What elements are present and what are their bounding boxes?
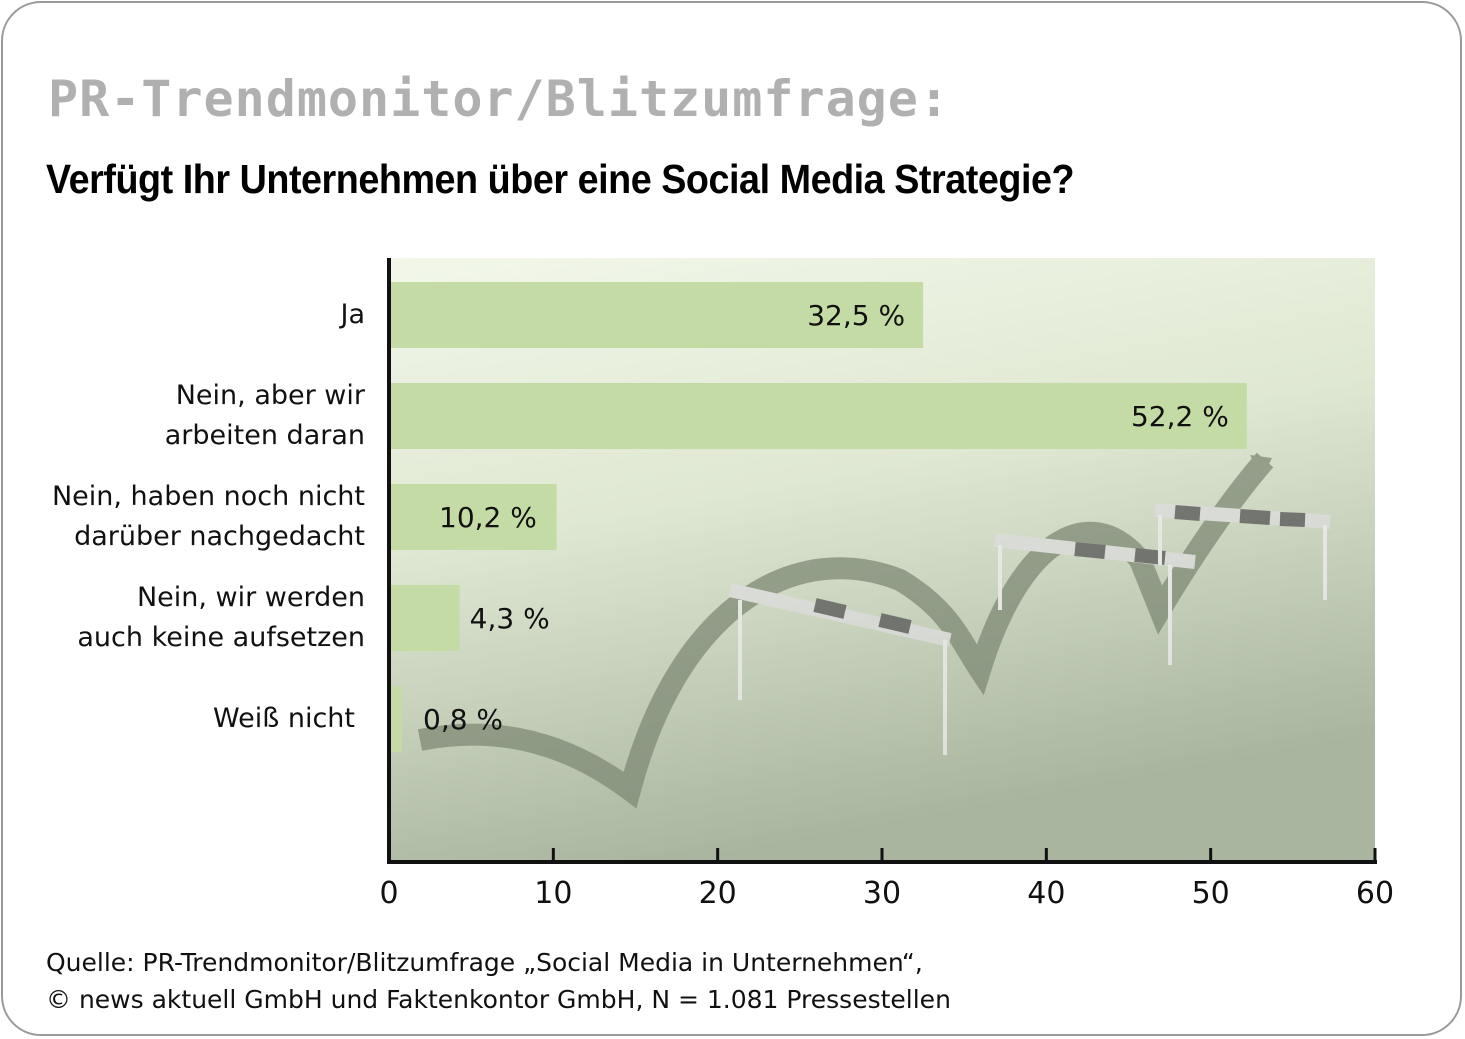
bar <box>389 383 1247 449</box>
chart-title: Verfügt Ihr Unternehmen über eine Social… <box>46 156 1075 202</box>
data-label: 4,3 % <box>470 602 550 635</box>
supertitle: PR-Trendmonitor/Blitzumfrage: <box>48 70 950 128</box>
x-tick-label: 60 <box>1356 876 1394 911</box>
category-label: Nein, wir werden auch keine aufsetzen <box>77 582 365 653</box>
data-label: 0,8 % <box>423 703 503 736</box>
x-tick-label: 20 <box>699 876 737 911</box>
category-label: Nein, aber wir arbeiten daran <box>164 380 365 451</box>
x-tick-label: 0 <box>379 876 398 911</box>
x-tick-label: 10 <box>534 876 572 911</box>
data-label: 52,2 % <box>1131 400 1229 433</box>
data-label: 32,5 % <box>807 299 905 332</box>
plot-background <box>389 258 1375 862</box>
bar <box>389 585 460 651</box>
hurdle-illustration <box>417 452 1331 809</box>
category-label: Weiß nicht <box>213 703 355 734</box>
bar <box>389 686 403 752</box>
x-tick-label: 30 <box>863 876 901 911</box>
x-tick-label: 50 <box>1192 876 1230 911</box>
category-label: Ja <box>340 299 365 330</box>
bar <box>389 282 924 348</box>
data-label: 10,2 % <box>439 501 537 534</box>
category-label: Nein, haben noch nicht darüber nachgedach… <box>51 481 365 552</box>
bar <box>389 484 557 550</box>
x-tick-label: 40 <box>1027 876 1065 911</box>
source-note: Quelle: PR-Trendmonitor/Blitzumfrage „So… <box>46 944 951 1018</box>
source-line-1: Quelle: PR-Trendmonitor/Blitzumfrage „So… <box>46 948 923 977</box>
source-line-2: © news aktuell GmbH und Faktenkontor Gmb… <box>46 985 951 1014</box>
